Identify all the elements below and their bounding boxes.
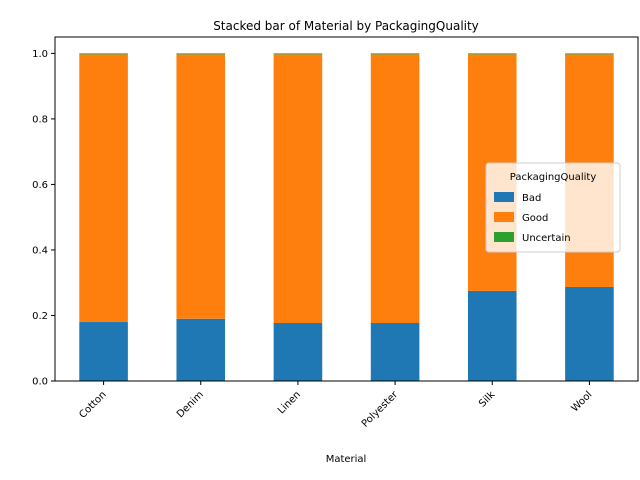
bar-bad-wool (565, 286, 614, 381)
bar-good-denim (176, 54, 226, 319)
legend-label-uncertain: Uncertain (522, 233, 571, 244)
x-axis: Cotton Denim Linen Polyester Silk Wool (77, 381, 595, 430)
bar-bad-silk (467, 290, 517, 381)
x-tick-label-silk: Silk (477, 389, 497, 409)
bar-good-polyester (370, 54, 420, 324)
bar-bad-cotton (79, 322, 128, 381)
x-tick-label-polyester: Polyester (360, 389, 401, 430)
bar-uncertain-wool (565, 53, 614, 55)
legend-swatch-good (494, 212, 514, 222)
bar-uncertain-cotton (79, 53, 128, 55)
x-tick-label-wool: Wool (570, 389, 595, 414)
bar-uncertain-denim (176, 53, 226, 55)
y-tick-label: 0.6 (32, 180, 48, 191)
y-tick-label: 0.0 (32, 377, 48, 388)
legend-swatch-bad (494, 192, 514, 202)
y-axis: 0.0 0.2 0.4 0.6 0.8 1.0 (32, 49, 55, 388)
bar-bad-polyester (370, 323, 420, 381)
plot-frame (54, 36, 639, 382)
legend-label-bad: Bad (522, 193, 541, 204)
bar-uncertain-silk (467, 53, 517, 55)
legend-label-good: Good (522, 213, 548, 224)
bar-bad-linen (273, 323, 323, 381)
x-tick-label-denim: Denim (175, 389, 206, 420)
legend: PackagingQuality Bad Good Uncertain (485, 162, 621, 253)
y-tick-label: 0.2 (32, 311, 48, 322)
bar-uncertain-polyester (370, 53, 420, 55)
bar-good-cotton (79, 54, 128, 323)
bar-bad-denim (176, 318, 226, 381)
legend-box (485, 162, 621, 253)
legend-title: PackagingQuality (510, 172, 597, 183)
bar-uncertain-linen (273, 53, 323, 55)
y-tick-label: 1.0 (32, 49, 48, 60)
x-axis-title: Material (326, 454, 367, 465)
x-tick-label-linen: Linen (276, 389, 303, 416)
legend-swatch-uncertain (494, 232, 514, 242)
chart-title: Stacked bar of Material by PackagingQual… (213, 19, 479, 33)
y-tick-label: 0.8 (32, 114, 48, 125)
x-tick-label-cotton: Cotton (77, 389, 108, 420)
bar-good-linen (273, 54, 323, 324)
y-tick-label: 0.4 (32, 245, 48, 256)
